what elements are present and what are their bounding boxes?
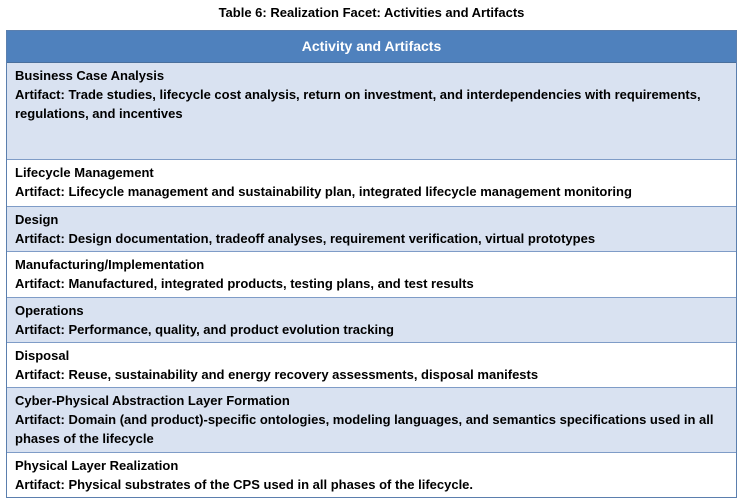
table-row: Business Case Analysis Artifact: Trade s… bbox=[7, 63, 736, 159]
artifact-text: Artifact: Reuse, sustainability and ener… bbox=[15, 367, 539, 382]
activities-artifacts-table: Activity and Artifacts Business Case Ana… bbox=[6, 30, 737, 498]
artifact-text: Artifact: Manufactured, integrated produ… bbox=[15, 276, 474, 291]
artifact-text: Artifact: Domain (and product)-specific … bbox=[15, 412, 714, 446]
table-row: Design Artifact: Design documentation, t… bbox=[7, 206, 736, 251]
table-row: Manufacturing/Implementation Artifact: M… bbox=[7, 251, 736, 297]
activity-name: Manufacturing/Implementation bbox=[15, 257, 205, 272]
activity-name: Design bbox=[15, 212, 59, 227]
activity-name: Lifecycle Management bbox=[15, 165, 154, 180]
activity-name: Cyber-Physical Abstraction Layer Formati… bbox=[15, 393, 290, 408]
table-header: Activity and Artifacts bbox=[7, 31, 736, 63]
artifact-text: Artifact: Lifecycle management and susta… bbox=[15, 184, 632, 199]
artifact-text: Artifact: Performance, quality, and prod… bbox=[15, 322, 394, 337]
activity-name: Physical Layer Realization bbox=[15, 458, 179, 473]
artifact-text: Artifact: Trade studies, lifecycle cost … bbox=[15, 87, 701, 121]
table-row: Operations Artifact: Performance, qualit… bbox=[7, 297, 736, 342]
activity-name: Operations bbox=[15, 303, 84, 318]
table-row: Lifecycle Management Artifact: Lifecycle… bbox=[7, 159, 736, 206]
table-caption: Table 6: Realization Facet: Activities a… bbox=[218, 5, 525, 20]
artifact-text: Artifact: Physical substrates of the CPS… bbox=[15, 477, 474, 492]
table-row: Cyber-Physical Abstraction Layer Formati… bbox=[7, 387, 736, 452]
activity-name: Business Case Analysis bbox=[15, 68, 165, 83]
activity-name: Disposal bbox=[15, 348, 70, 363]
table-row: Disposal Artifact: Reuse, sustainability… bbox=[7, 342, 736, 387]
artifact-text: Artifact: Design documentation, tradeoff… bbox=[15, 231, 596, 246]
